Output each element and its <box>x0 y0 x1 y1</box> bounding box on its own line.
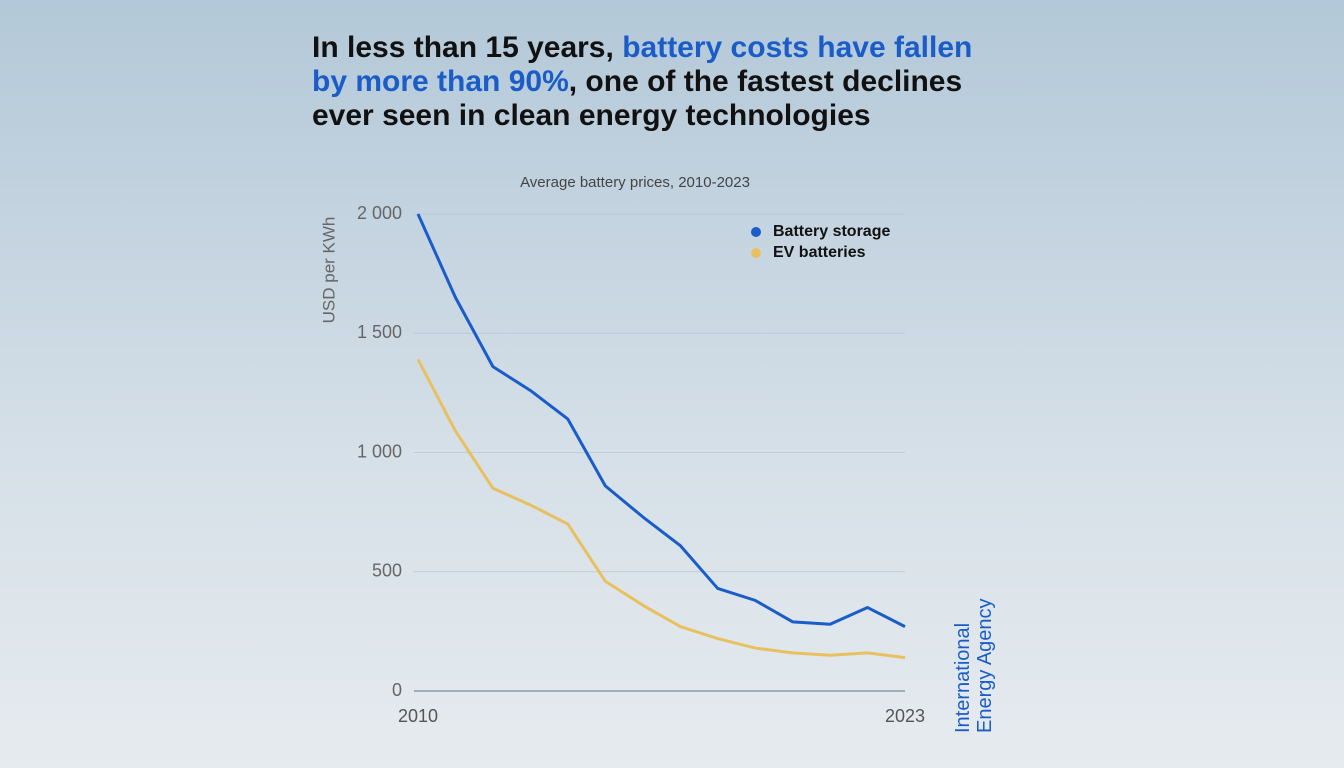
headline-highlight: battery costs have fallen by more than 9… <box>312 31 973 98</box>
headline: In less than 15 years, battery costs hav… <box>312 31 1012 133</box>
y-tick-label: 2 000 <box>357 203 402 223</box>
legend-marker <box>751 248 761 258</box>
headline-text: , one of the fastest declines ever seen … <box>312 65 963 132</box>
x-tick-label: 2010 <box>398 706 438 726</box>
y-axis-label: USD per KWh <box>319 217 338 324</box>
legend-marker <box>751 227 761 237</box>
legend-label: EV batteries <box>773 244 866 261</box>
y-tick-label: 500 <box>372 561 402 581</box>
source: International Energy Agency <box>952 598 996 733</box>
series-line <box>416 213 906 628</box>
y-tick-label: 1 000 <box>357 441 402 461</box>
chart-title: Average battery prices, 2010-2023 <box>520 174 750 191</box>
y-tick-label: 1 500 <box>357 322 402 342</box>
legend-label: Battery storage <box>773 223 890 240</box>
x-tick-label: 2023 <box>885 706 925 726</box>
y-tick-label: 0 <box>392 680 402 700</box>
series-line <box>416 358 906 660</box>
headline-text: In less than 15 years, <box>312 31 614 64</box>
